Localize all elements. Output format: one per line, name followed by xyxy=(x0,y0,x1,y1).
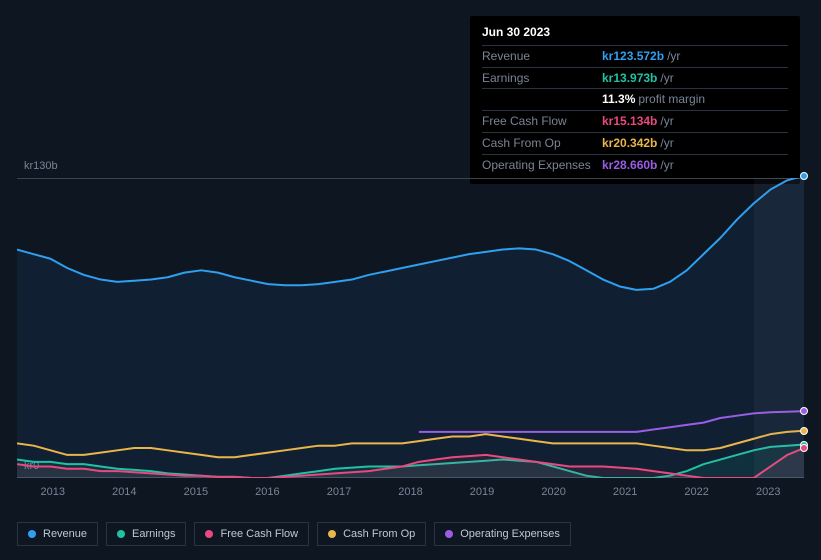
tooltip-row-label: Earnings xyxy=(482,70,602,87)
series-end-dot xyxy=(800,172,808,180)
tooltip-row-value: kr15.134b xyxy=(602,114,657,128)
x-axis-tick: 2023 xyxy=(756,486,780,498)
x-axis-tick: 2021 xyxy=(613,486,637,498)
chart-svg xyxy=(17,178,804,478)
tooltip-row-label: Revenue xyxy=(482,48,602,65)
tooltip-row-label: Free Cash Flow xyxy=(482,113,602,130)
x-axis-tick: 2013 xyxy=(41,486,65,498)
tooltip-row: Cash From Opkr20.342b/yr xyxy=(482,132,788,154)
chart-tooltip: Jun 30 2023 Revenuekr123.572b/yrEarnings… xyxy=(470,16,800,184)
legend-item[interactable]: Cash From Op xyxy=(317,522,426,546)
legend-label: Revenue xyxy=(43,528,87,540)
legend-item[interactable]: Operating Expenses xyxy=(434,522,571,546)
legend-label: Cash From Op xyxy=(343,528,415,540)
chart-hover-region xyxy=(754,178,804,478)
tooltip-row-unit: profit margin xyxy=(638,92,705,106)
tooltip-row-value: 11.3% xyxy=(602,92,635,106)
tooltip-row-unit: /yr xyxy=(660,71,673,85)
tooltip-row-value: kr28.660b xyxy=(602,158,657,172)
tooltip-row-value: kr123.572b xyxy=(602,49,664,63)
tooltip-row: Revenuekr123.572b/yr xyxy=(482,45,788,67)
legend-dot-icon xyxy=(117,530,125,538)
series-end-dot xyxy=(800,407,808,415)
tooltip-row-label xyxy=(482,91,602,108)
legend-dot-icon xyxy=(328,530,336,538)
tooltip-row-label: Cash From Op xyxy=(482,135,602,152)
legend-dot-icon xyxy=(205,530,213,538)
x-axis-tick: 2020 xyxy=(541,486,565,498)
series-end-dot xyxy=(800,444,808,452)
legend-item[interactable]: Revenue xyxy=(17,522,98,546)
tooltip-row-unit: /yr xyxy=(660,136,673,150)
legend-label: Free Cash Flow xyxy=(220,528,298,540)
legend-item[interactable]: Earnings xyxy=(106,522,186,546)
y-axis-max-label: kr130b xyxy=(24,160,58,172)
tooltip-row: Free Cash Flowkr15.134b/yr xyxy=(482,110,788,132)
tooltip-row-unit: /yr xyxy=(660,114,673,128)
tooltip-row-value: kr13.973b xyxy=(602,71,657,85)
legend-item[interactable]: Free Cash Flow xyxy=(194,522,309,546)
tooltip-row: Operating Expenseskr28.660b/yr xyxy=(482,154,788,176)
series-end-dot xyxy=(800,427,808,435)
tooltip-date: Jun 30 2023 xyxy=(482,24,788,45)
x-axis-tick: 2015 xyxy=(184,486,208,498)
tooltip-row-value: kr20.342b xyxy=(602,136,657,150)
tooltip-row: 11.3%profit margin xyxy=(482,88,788,110)
legend-label: Operating Expenses xyxy=(460,528,560,540)
x-axis-tick: 2018 xyxy=(398,486,422,498)
tooltip-row-unit: /yr xyxy=(660,158,673,172)
tooltip-row-label: Operating Expenses xyxy=(482,157,602,174)
legend-dot-icon xyxy=(28,530,36,538)
x-axis-tick: 2019 xyxy=(470,486,494,498)
x-axis-tick: 2017 xyxy=(327,486,351,498)
x-axis-tick: 2014 xyxy=(112,486,136,498)
legend-dot-icon xyxy=(445,530,453,538)
tooltip-row-unit: /yr xyxy=(667,49,680,63)
x-axis-tick: 2016 xyxy=(255,486,279,498)
financials-chart[interactable] xyxy=(17,178,804,478)
tooltip-row: Earningskr13.973b/yr xyxy=(482,67,788,89)
x-axis-tick: 2022 xyxy=(684,486,708,498)
chart-legend: Revenue Earnings Free Cash Flow Cash From O… xyxy=(17,522,571,546)
legend-label: Earnings xyxy=(132,528,175,540)
